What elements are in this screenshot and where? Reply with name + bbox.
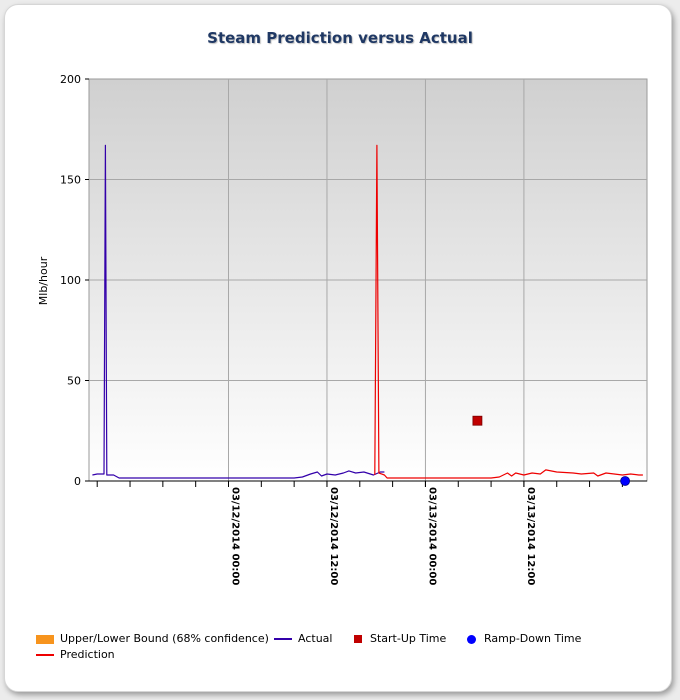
legend-item-bounds[interactable]: Upper/Lower Bound (68% confidence) [36,632,269,646]
series-layer [92,144,643,479]
x-tick-label: 03/13/2014 00:00 [426,487,437,585]
x-tick-label: 03/12/2014 12:00 [328,487,339,585]
y-tick-label: 150 [60,174,81,187]
y-tick-label: 100 [60,274,81,287]
legend-label-prediction: Prediction [60,648,115,661]
legend-label-actual: Actual [298,632,333,645]
y-axis-label: Mlb/hour [37,256,50,305]
marker-ramp-down-time [620,476,631,486]
series-line-prediction [374,144,643,479]
marker-layer [472,415,631,486]
series-line-actual [92,144,385,479]
legend-item-prediction[interactable]: Prediction [36,648,115,662]
x-tick-label: 03/12/2014 00:00 [230,487,241,585]
marker-startup-time [472,415,483,426]
legend-swatch-startup [354,635,362,643]
legend-item-rampdown[interactable]: Ramp-Down Time [463,632,581,646]
legend-label-startup: Start-Up Time [370,632,447,645]
legend-swatch-actual [274,638,292,640]
legend-swatch-bounds [36,634,54,644]
grid-lines [89,79,647,481]
y-tick-label: 200 [60,73,81,86]
legend-label-bounds: Upper/Lower Bound (68% confidence) [60,632,269,645]
legend-item-startup[interactable]: Start-Up Time [350,632,446,646]
chart-title: Steam Prediction versus Actual [207,29,473,47]
x-axis: 03/12/2014 00:00 03/12/2014 12:00 03/13/20… [89,480,647,585]
legend-item-actual[interactable]: Actual [274,632,332,646]
y-axis: 0 50 100 150 200 [60,73,89,488]
y-tick-label: 50 [67,375,81,388]
legend-label-rampdown: Ramp-Down Time [484,632,582,645]
x-tick-label: 03/13/2014 12:00 [525,487,536,585]
y-tick-label: 0 [74,475,81,488]
legend-swatch-rampdown [467,634,476,644]
legend-swatch-prediction [36,654,54,656]
